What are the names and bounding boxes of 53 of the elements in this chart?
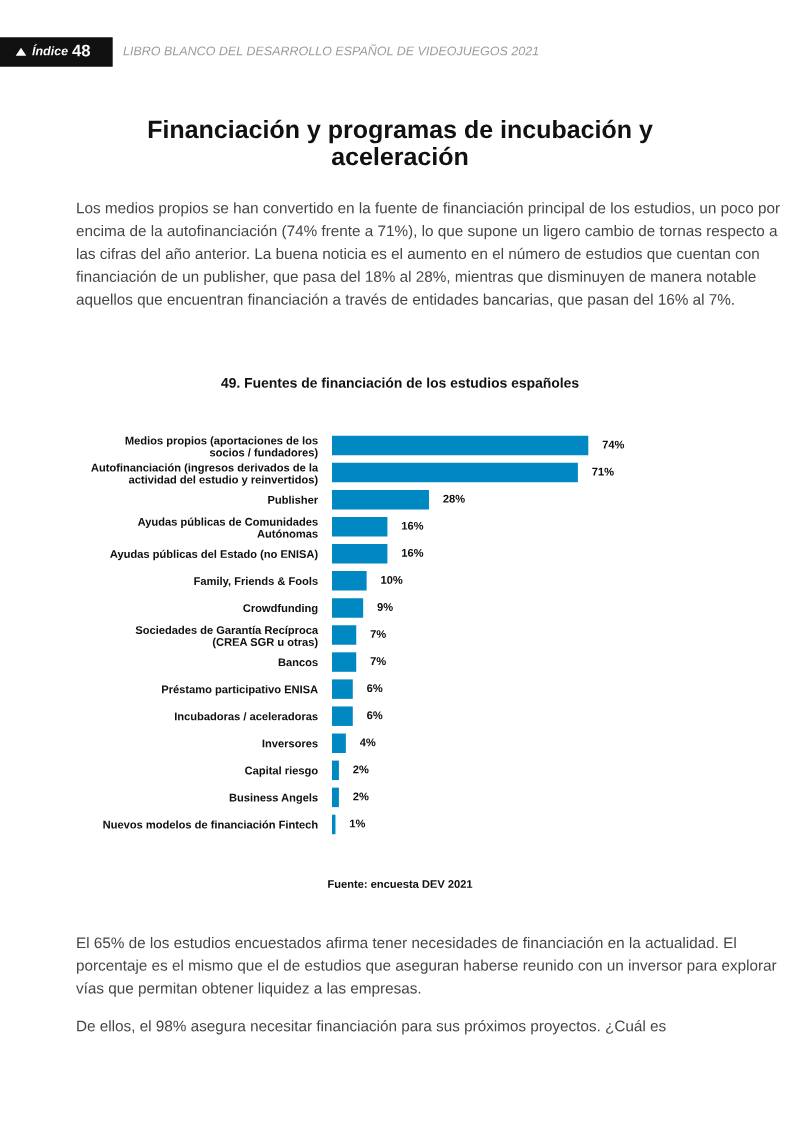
data-label: 16% [402, 521, 424, 530]
data-label: 2% [353, 765, 369, 774]
bar [332, 462, 578, 483]
text: 48 [72, 44, 91, 57]
y-tick-label: Inversores [262, 739, 318, 748]
source-note: Fuente: encuesta DEV 2021 [328, 880, 473, 888]
text: Financiación y programas de incubación y aceleración [148, 119, 653, 166]
data-label: 9% [377, 603, 393, 611]
text: De ellos, el 98% asegura necesitar financiación para sus próximos proyectos. ¿Cuál es [77, 1020, 666, 1035]
y-tick-label: Nuevos modelos de financiación Fintech [103, 820, 318, 829]
data-label: 28% [443, 494, 465, 503]
bar [332, 435, 589, 456]
data-label: 7% [370, 630, 386, 638]
data-label: 71% [592, 467, 614, 476]
bar [332, 544, 388, 564]
y-tick-label: Business Angels [229, 793, 318, 804]
data-label: 74% [602, 440, 625, 449]
chart-title: 49. Fuentes de financiación de los estudios españoles [221, 377, 579, 391]
bar [332, 787, 339, 808]
y-tick-label: Crowdfunding [243, 603, 318, 615]
data-label: 2% [353, 792, 369, 801]
bar [332, 733, 346, 754]
bar [332, 598, 364, 618]
bar [332, 489, 429, 510]
bar [332, 571, 367, 591]
y-tick-label: Ayudas públicas de Comunidades Autónomas [137, 517, 318, 538]
bar [332, 516, 388, 537]
data-label: 7% [370, 657, 386, 666]
text: Los medios propios se han convertido en la fuente de financiación principal de los estudios, un poco por encima de la autofinanciación (74% frente a 71%), lo que supone un ligero cambio de tornas respecto a las cifras del año anterior. La buena noticia es el aumento en el número de estudios que cuentan con financiación de un publisher, que pasa del 18% al 28%, mientras que disminuyen de manera notable aquellos que encuentran financiación a través de entidades bancarias, que pasan del 16% al 7%. [76, 202, 780, 308]
y-tick-label: Capital riesgo [245, 766, 318, 777]
y-tick-label: Ayudas públicas del Estado (no ENISA) [110, 549, 318, 561]
y-tick-label: Préstamo participativo ENISA [162, 685, 318, 696]
bar [332, 652, 357, 672]
text: Índice [32, 44, 68, 56]
y-tick-label: Medios propios (aportaciones de los socios / fundadores) [125, 436, 318, 459]
bar [332, 760, 339, 781]
data-label: 6% [367, 684, 383, 693]
bar [332, 625, 357, 645]
y-tick-label: Incubadoras / aceleradoras [174, 712, 318, 721]
text: El 65% de los estudios encuestados afirma tener necesidades de financiación en la actualidad. El porcentaje es el mismo que el de estudios que aseguran haberse reunido con un inversor para explorar vías que permitan obtener liquidez a las empresas. [76, 936, 777, 997]
data-label: 1% [350, 819, 366, 828]
y-tick-label: Bancos [278, 658, 318, 667]
text: LIBRO BLANCO DEL DESARROLLO ESPAÑOL DE VIDEOJUEGOS 2021 [123, 44, 539, 56]
data-label: 10% [381, 575, 403, 584]
y-tick-label: Publisher [268, 495, 318, 504]
y-tick-label: Sociedades de Garantía Recíproca (CREA SGR u otras) [135, 625, 319, 649]
data-label: 6% [367, 711, 383, 720]
bar [332, 706, 353, 726]
y-tick-label: Family, Friends & Fools [194, 576, 318, 588]
bar [332, 679, 353, 699]
y-tick-label: Autofinanciación (ingresos derivados de la actividad del estudio y reinvertidos) [91, 463, 319, 486]
data-label: 16% [402, 548, 424, 557]
data-label: 4% [359, 738, 376, 747]
